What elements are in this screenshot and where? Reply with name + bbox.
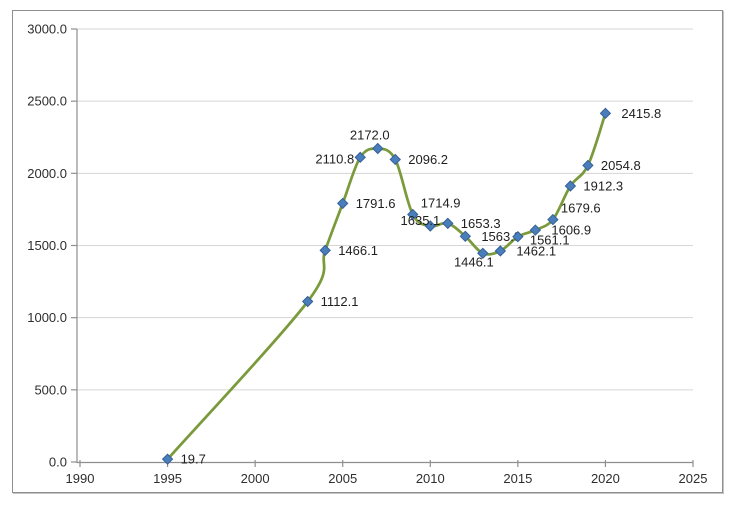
y-tick-label: 1500.0: [27, 238, 67, 253]
data-point-marker: [547, 213, 559, 226]
data-point-marker: [372, 142, 384, 155]
y-tick-label: 500.0: [34, 382, 67, 397]
data-point-marker: [407, 208, 419, 221]
data-point-label: 1679.6: [561, 201, 601, 216]
data-point-label: 1912.3: [583, 178, 623, 193]
data-point-marker: [354, 151, 366, 164]
data-point-label: 1714.9: [421, 195, 461, 210]
x-tick-label: 2025: [679, 471, 708, 486]
x-tick-label: 1995: [153, 471, 182, 486]
data-point-marker: [424, 220, 436, 232]
data-point-marker: [301, 295, 314, 308]
data-point-label: 2415.8: [621, 106, 661, 121]
data-point-label: 1791.6: [356, 196, 396, 211]
y-tick-label: 2000.0: [27, 166, 67, 181]
data-point-label: 1653.3: [461, 216, 501, 231]
y-tick-label: 0.0: [49, 455, 67, 470]
data-point-label: 19.7: [181, 452, 206, 467]
data-point-marker: [319, 244, 331, 257]
data-point-label: 2096.2: [408, 152, 448, 167]
series-line: [166, 111, 607, 461]
y-tick-label: 1000.0: [27, 310, 67, 325]
data-point-label: 1462.1: [516, 243, 556, 258]
x-tick-label: 2015: [503, 471, 532, 486]
data-point-label: 1466.1: [338, 243, 378, 258]
data-point-label: 1563.8: [481, 229, 521, 244]
data-point-label: 1112.1: [321, 294, 359, 309]
data-point-label: 1446.1: [454, 254, 494, 269]
data-point-marker: [582, 159, 594, 172]
data-point-label: 1561.1: [530, 233, 570, 248]
data-point-marker: [442, 217, 454, 230]
data-point-marker: [599, 107, 612, 120]
x-tick-label: 2020: [591, 471, 620, 486]
data-point-marker: [494, 245, 507, 257]
data-point-marker: [389, 153, 401, 166]
data-point-label: 2054.8: [601, 158, 641, 173]
x-tick-label: 2005: [328, 471, 357, 486]
x-tick-label: 2010: [416, 471, 445, 486]
data-point-label: 1606.9: [551, 223, 591, 238]
data-point-marker: [337, 197, 349, 210]
y-tick-label: 2500.0: [27, 94, 67, 109]
data-point-marker: [512, 230, 524, 243]
data-point-marker: [477, 247, 489, 259]
data-point-marker: [529, 224, 542, 236]
data-point-label: 1635.1: [401, 213, 441, 228]
data-point-label: 2110.8: [315, 151, 354, 166]
data-point-marker: [459, 230, 472, 242]
y-tick-label: 3000.0: [27, 22, 67, 37]
chart-frame: [12, 10, 723, 493]
x-tick-label: 1990: [66, 471, 95, 486]
data-point-marker: [564, 180, 577, 192]
data-point-marker: [161, 453, 174, 465]
data-point-label: 2172.0: [350, 128, 390, 143]
x-tick-label: 2000: [241, 471, 270, 486]
